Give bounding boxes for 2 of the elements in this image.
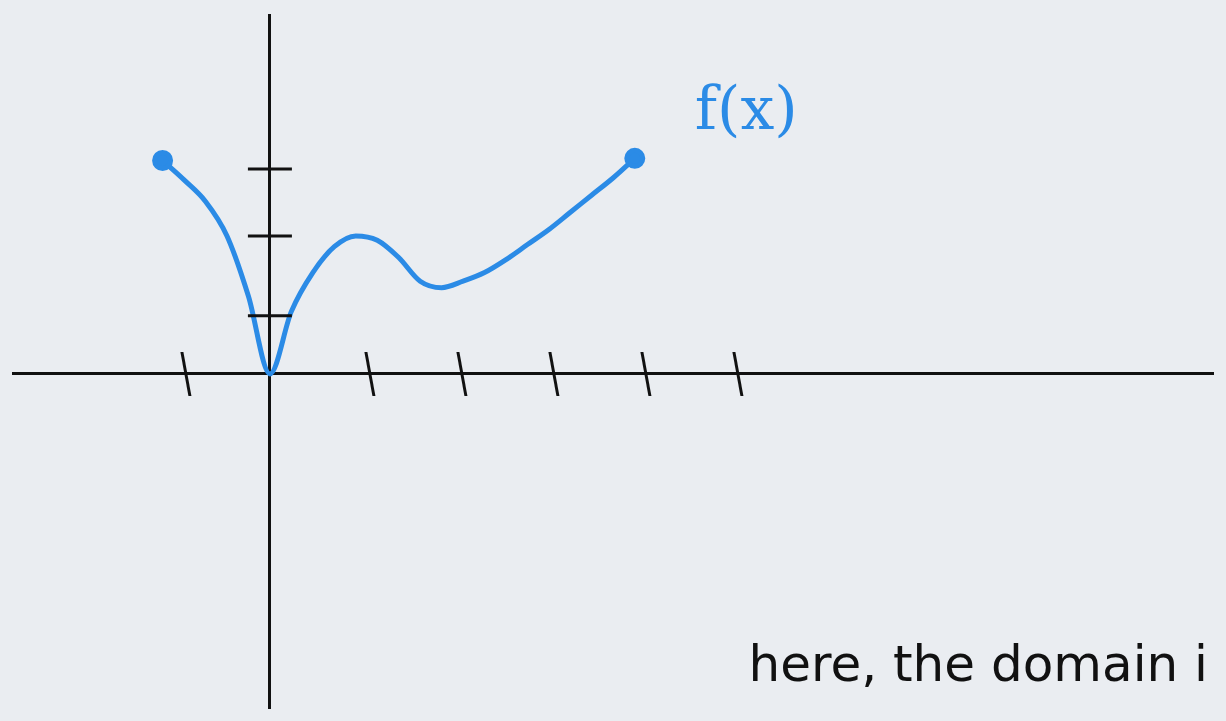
text: here, the domain i <box>748 635 1208 693</box>
series-label: f(x) <box>694 72 798 143</box>
